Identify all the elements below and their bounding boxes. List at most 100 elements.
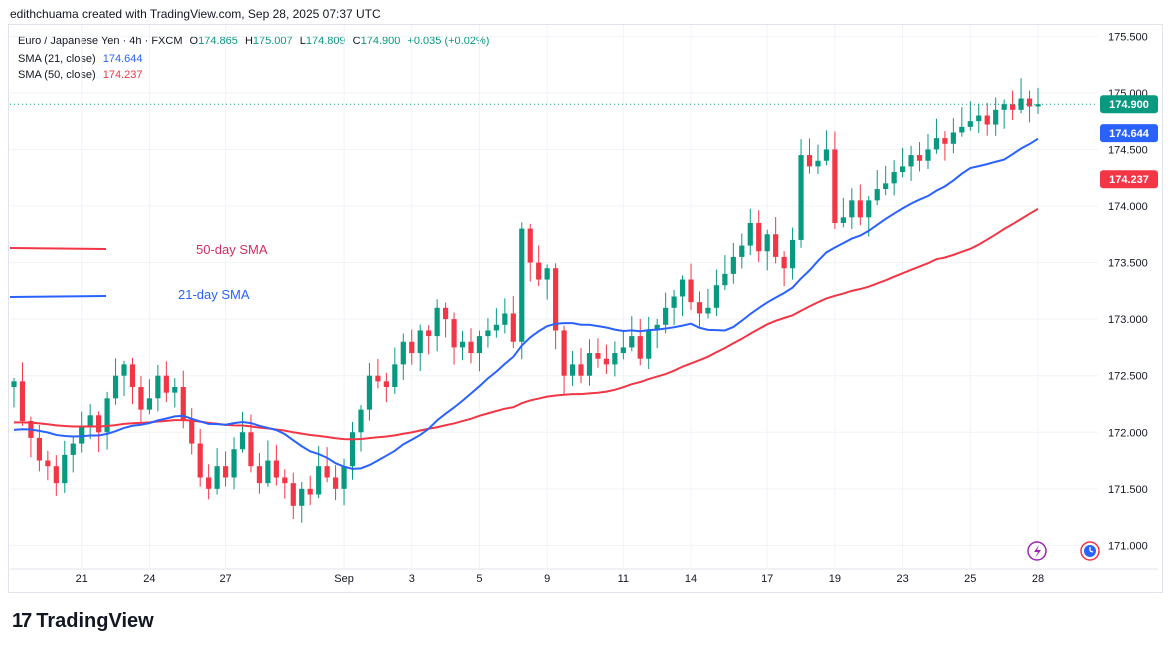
- candle-body: [316, 466, 322, 495]
- candle-body: [138, 387, 144, 410]
- candle-body: [87, 415, 93, 427]
- candle-body: [349, 432, 356, 467]
- candle-body: [146, 398, 153, 410]
- candle-body: [942, 138, 948, 144]
- sma50-legend[interactable]: SMA (50, close) 174.237: [18, 69, 146, 81]
- candle-body: [273, 460, 279, 478]
- candle-body: [967, 121, 973, 127]
- candle-body: [823, 149, 830, 161]
- candle-body: [806, 155, 813, 167]
- candle-body: [256, 466, 263, 484]
- candle-body: [603, 358, 609, 365]
- sma21-legend[interactable]: SMA (21, close) 174.644: [18, 53, 146, 65]
- candle-body: [925, 149, 931, 161]
- candle-body: [189, 420, 195, 444]
- candle-body: [654, 324, 660, 331]
- candle-body: [773, 234, 779, 257]
- ohlc-legend: Euro / Japanese Yen · 4h · FXCM O174.865…: [18, 35, 493, 47]
- sma21-annotation: 21-day SMA: [178, 287, 250, 302]
- candle-body: [696, 302, 703, 314]
- candle-body: [172, 387, 178, 393]
- close-value: 174.900: [360, 35, 401, 47]
- close-label: C: [352, 35, 361, 47]
- candle-body: [527, 228, 533, 263]
- candle-body: [798, 155, 804, 240]
- candle-body: [874, 189, 880, 201]
- candle-body: [959, 126, 965, 133]
- sma21-line: [13, 137, 1039, 470]
- candle-body: [392, 364, 398, 387]
- candle-body: [891, 172, 897, 184]
- sma50-line: [13, 207, 1039, 441]
- candle-body: [96, 415, 102, 433]
- candle-body: [789, 239, 796, 269]
- candle-body: [468, 341, 474, 354]
- candle-body: [231, 449, 237, 478]
- price-tag: [1100, 170, 1158, 189]
- x-tick-label: Sep: [334, 573, 354, 585]
- candle-body: [426, 330, 432, 337]
- price-tag-label: 174.900: [1109, 99, 1149, 111]
- candle-body: [722, 273, 728, 286]
- candle-body: [933, 138, 940, 150]
- candle-body: [1018, 98, 1024, 110]
- candle-body: [163, 375, 169, 393]
- tradingview-logo-icon: 17: [12, 610, 32, 632]
- candle-body: [713, 285, 720, 308]
- symbol-title[interactable]: Euro / Japanese Yen · 4h · FXCM: [18, 35, 183, 47]
- candle-body: [358, 409, 364, 433]
- candle-body: [984, 115, 990, 125]
- candle-body: [916, 155, 923, 161]
- candle-body: [307, 488, 313, 495]
- candle-body: [705, 307, 711, 314]
- grid: [10, 25, 1158, 570]
- candle-body: [637, 336, 643, 359]
- sma21-annotation-line: [9, 295, 107, 298]
- candle-body: [781, 256, 787, 269]
- candle-body: [197, 443, 203, 478]
- price-tag-label: 174.644: [1109, 128, 1150, 140]
- clock-icon[interactable]: [1080, 541, 1100, 561]
- candle-body: [443, 307, 449, 320]
- x-tick-label: 24: [143, 573, 155, 585]
- open-value: 174.865: [198, 35, 238, 47]
- y-tick-label: 172.000: [1108, 427, 1148, 439]
- candle-body: [400, 341, 406, 365]
- candle-body: [553, 268, 559, 331]
- x-tick-label: 27: [219, 573, 231, 585]
- lightning-icon[interactable]: [1027, 541, 1047, 561]
- y-tick-label: 175.500: [1108, 31, 1148, 43]
- price-tag: [1100, 124, 1158, 143]
- high-label: H: [244, 35, 253, 47]
- candle-body: [832, 149, 838, 223]
- candle-body: [239, 432, 246, 450]
- candle-body: [485, 330, 491, 337]
- x-tick-label: 9: [544, 573, 550, 585]
- y-tick-label: 171.500: [1108, 484, 1148, 496]
- low-label: L: [299, 35, 306, 47]
- candle-body: [739, 245, 745, 257]
- candle-body: [155, 375, 161, 399]
- candle-body: [53, 466, 59, 484]
- candle-body: [595, 353, 601, 359]
- x-axis[interactable]: 21 24 27 Sep 3 5 9 11 14 17 19 23 25 28: [76, 573, 1045, 585]
- x-tick-label: 5: [476, 573, 482, 585]
- candle-body: [290, 483, 296, 506]
- y-tick-label: 174.000: [1108, 201, 1148, 213]
- candle-body: [976, 115, 982, 122]
- sma50-value: 174.237: [102, 69, 143, 81]
- candle-body: [569, 364, 576, 376]
- candle-body: [409, 341, 415, 354]
- sma21-value: 174.644: [102, 53, 143, 65]
- candle-body: [45, 460, 51, 467]
- tradingview-brand[interactable]: 17 TradingView: [12, 610, 154, 633]
- x-tick-label: 3: [409, 573, 415, 585]
- candle-body: [679, 279, 686, 297]
- x-tick-label: 11: [618, 573, 629, 585]
- candle-body: [11, 381, 17, 387]
- candle-body: [1010, 104, 1016, 110]
- candle-body: [840, 217, 846, 223]
- candle-body: [561, 330, 567, 376]
- candle-body: [756, 222, 762, 252]
